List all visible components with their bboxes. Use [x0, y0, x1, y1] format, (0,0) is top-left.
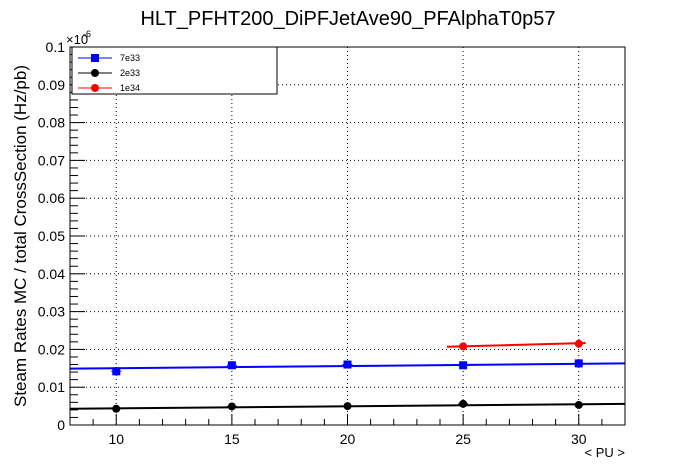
data-point-1e34 — [574, 339, 583, 348]
legend-box — [71, 46, 278, 95]
y-axis-label: Steam Rates MC / total CrossSection (Hz/… — [11, 65, 30, 407]
y-tick-label: 0.06 — [38, 190, 65, 206]
y-tick-label: 0.08 — [38, 115, 65, 131]
x-axis-label: < PU > — [585, 445, 625, 460]
y-tick-label: 0.04 — [38, 266, 65, 282]
y-tick-label: 0.03 — [38, 304, 65, 320]
data-point-2e33 — [227, 402, 236, 411]
y-tick-label: 0 — [57, 417, 65, 433]
legend-label-2e33: 2e33 — [120, 68, 140, 78]
data-markers — [111, 339, 584, 413]
data-point-7e33 — [574, 359, 583, 368]
y-tick-label: 0.05 — [38, 228, 65, 244]
x-tick-label: 25 — [455, 431, 471, 447]
y-tick-label: 0.1 — [46, 39, 66, 55]
data-point-1e34 — [459, 342, 468, 351]
chart-title: HLT_PFHT200_DiPFJetAve90_PFAlphaT0p57 — [140, 8, 555, 30]
fit-line-1e34 — [446, 341, 586, 348]
y-axis-exponent: -6 — [83, 29, 91, 39]
y-tick-label: 0.07 — [38, 152, 65, 168]
y-tick-label: 0.01 — [38, 379, 65, 395]
data-point-2e33 — [112, 404, 121, 413]
axes: 0.01 0.02 0.03 0.04 0.05 0.06 0.07 0.08 0.09 0.1 0… — [38, 39, 626, 447]
y-axis-exponent-multiplier: ×10 — [66, 32, 88, 47]
legend-label-7e33: 7e33 — [120, 53, 140, 63]
data-point-2e33 — [343, 402, 352, 411]
legend-marker-1e34 — [91, 84, 99, 92]
data-point-7e33 — [459, 361, 468, 370]
x-tick-label: 15 — [224, 431, 240, 447]
legend: 7e33 2e33 1e34 — [71, 46, 278, 95]
legend-label-1e34: 1e34 — [120, 83, 140, 93]
data-point-7e33 — [343, 360, 352, 369]
x-tick-label: 20 — [340, 431, 356, 447]
y-tick-label: 0.02 — [38, 341, 65, 357]
data-point-7e33 — [227, 361, 236, 370]
data-point-7e33 — [112, 367, 121, 376]
legend-marker-2e33 — [91, 69, 99, 77]
legend-marker-7e33 — [91, 54, 99, 62]
x-tick-label: 10 — [108, 431, 124, 447]
x-tick-label: 30 — [571, 431, 587, 447]
y-tick-label: 0.09 — [38, 77, 65, 93]
data-point-2e33 — [459, 399, 468, 408]
data-point-2e33 — [574, 400, 583, 409]
